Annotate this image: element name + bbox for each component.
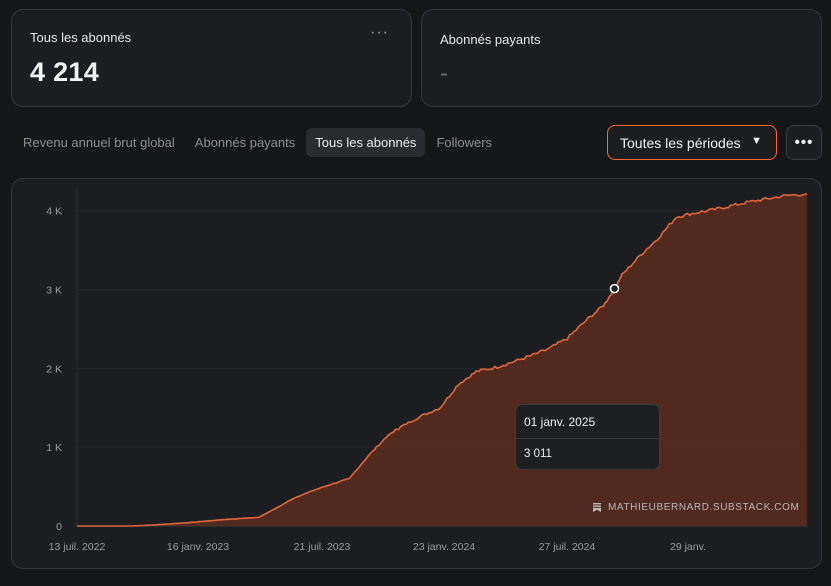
chart-card: 0 1 K 2 K 3 K 4 K 13 juil. 2022 16 janv. 2023… [11, 178, 822, 569]
x-tick-label: 21 juil. 2023 [294, 541, 351, 553]
more-options-button[interactable]: ••• [786, 125, 822, 160]
y-tick-label: 1 K [46, 442, 62, 454]
watermark: MATHIEUBERNARD.SUBSTACK.COM [593, 502, 799, 513]
tab-paid-subscribers[interactable]: Abonnés payants [194, 135, 296, 150]
period-select-value: Toutes les périodes [620, 134, 741, 151]
all-subscribers-label: Tous les abonnés [30, 30, 132, 45]
x-tick-label: 13 juil. 2022 [49, 541, 106, 553]
y-tick-label: 4 K [46, 206, 62, 218]
tooltip-date: 01 janv. 2025 [524, 415, 596, 429]
highlight-point [609, 283, 620, 294]
tab-revenue[interactable]: Revenu annuel brut global [23, 135, 175, 150]
stat-card-all-subscribers: Tous les abonnés ··· 4 214 [11, 9, 412, 107]
card-menu-icon[interactable]: ··· [370, 24, 389, 41]
x-tick-label: 16 janv. 2023 [167, 541, 229, 553]
x-tick-label: 23 janv. 2024 [413, 541, 475, 553]
caret-down-icon: ▼ [751, 135, 762, 147]
stat-card-paid-subscribers: Abonnés payants - [421, 9, 822, 107]
subscribers-area [77, 193, 807, 527]
subscribers-line [77, 193, 808, 527]
tooltip-divider [516, 438, 659, 439]
paid-subscribers-value: - [440, 60, 448, 87]
watermark-text: MATHIEUBERNARD.SUBSTACK.COM [608, 502, 800, 513]
y-tick-label: 3 K [46, 284, 62, 296]
chart-tooltip: 01 janv. 2025 3 011 [515, 404, 660, 470]
x-tick-label: 29 janv. [670, 541, 706, 553]
metric-tabs: Revenu annuel brut global Abonnés payant… [14, 128, 503, 157]
tooltip-value: 3 011 [524, 448, 552, 460]
paid-subscribers-label: Abonnés payants [440, 32, 541, 47]
y-tick-label: 0 [56, 521, 62, 533]
x-tick-label: 27 juil. 2024 [539, 541, 596, 553]
period-select[interactable]: Toutes les périodes ▼ [607, 125, 777, 160]
y-axis: 0 1 K 2 K 3 K 4 K [46, 206, 62, 533]
y-tick-label: 2 K [46, 363, 62, 375]
tab-all-subscribers[interactable]: Tous les abonnés [306, 128, 426, 157]
tab-followers[interactable]: Followers [436, 135, 493, 150]
substack-logo-icon [593, 503, 601, 512]
x-axis: 13 juil. 2022 16 janv. 2023 21 juil. 2023 2… [49, 541, 706, 553]
all-subscribers-value: 4 214 [30, 57, 100, 87]
